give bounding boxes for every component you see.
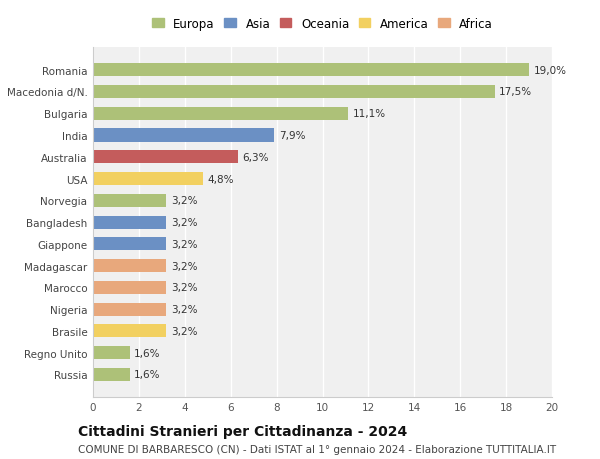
Text: 3,2%: 3,2% bbox=[171, 283, 197, 293]
Bar bbox=[93, 325, 166, 338]
Bar bbox=[93, 347, 130, 359]
Text: COMUNE DI BARBARESCO (CN) - Dati ISTAT al 1° gennaio 2024 - Elaborazione TUTTITA: COMUNE DI BARBARESCO (CN) - Dati ISTAT a… bbox=[78, 444, 556, 454]
Bar bbox=[93, 86, 494, 99]
Text: Cittadini Stranieri per Cittadinanza - 2024: Cittadini Stranieri per Cittadinanza - 2… bbox=[78, 425, 407, 438]
Text: 19,0%: 19,0% bbox=[533, 66, 566, 76]
Bar bbox=[93, 216, 166, 229]
Bar bbox=[93, 64, 529, 77]
Bar bbox=[93, 368, 130, 381]
Text: 3,2%: 3,2% bbox=[171, 218, 197, 228]
Bar bbox=[93, 107, 348, 121]
Text: 3,2%: 3,2% bbox=[171, 326, 197, 336]
Legend: Europa, Asia, Oceania, America, Africa: Europa, Asia, Oceania, America, Africa bbox=[148, 14, 497, 34]
Text: 1,6%: 1,6% bbox=[134, 348, 161, 358]
Text: 6,3%: 6,3% bbox=[242, 152, 269, 162]
Text: 7,9%: 7,9% bbox=[279, 131, 305, 141]
Text: 1,6%: 1,6% bbox=[134, 369, 161, 380]
Text: 4,8%: 4,8% bbox=[208, 174, 234, 184]
Text: 11,1%: 11,1% bbox=[352, 109, 385, 119]
Bar bbox=[93, 173, 203, 186]
Bar bbox=[93, 238, 166, 251]
Bar bbox=[93, 194, 166, 207]
Text: 3,2%: 3,2% bbox=[171, 261, 197, 271]
Text: 3,2%: 3,2% bbox=[171, 196, 197, 206]
Bar bbox=[93, 259, 166, 273]
Bar bbox=[93, 281, 166, 294]
Text: 3,2%: 3,2% bbox=[171, 304, 197, 314]
Bar bbox=[93, 151, 238, 164]
Text: 17,5%: 17,5% bbox=[499, 87, 532, 97]
Bar bbox=[93, 129, 274, 142]
Bar bbox=[93, 303, 166, 316]
Text: 3,2%: 3,2% bbox=[171, 239, 197, 249]
